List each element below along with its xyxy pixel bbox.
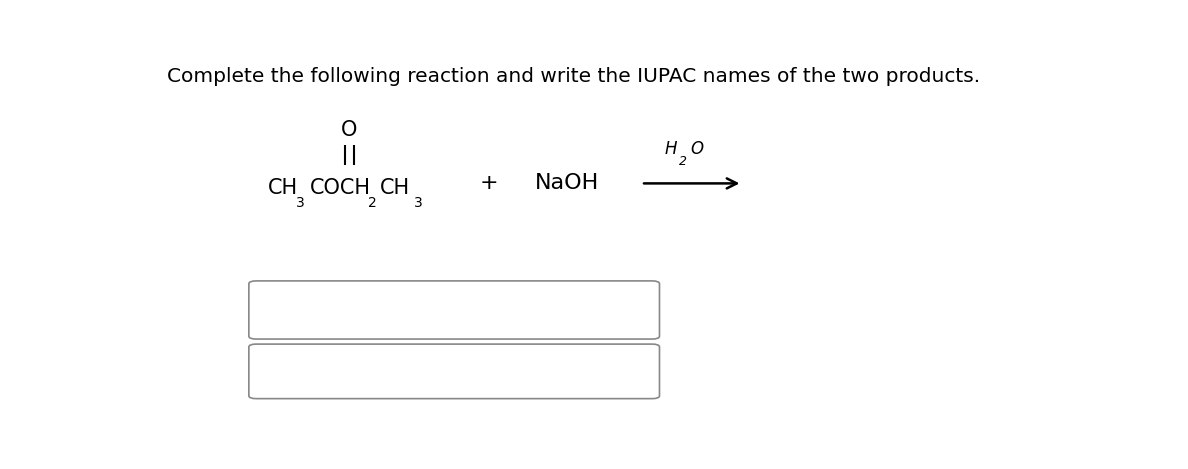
Text: 2: 2 — [367, 196, 377, 210]
Text: 3: 3 — [413, 196, 423, 210]
Text: CH: CH — [380, 177, 410, 197]
FancyBboxPatch shape — [248, 281, 659, 339]
Text: 2: 2 — [678, 155, 687, 167]
Text: NaOH: NaOH — [536, 173, 600, 193]
Text: O: O — [341, 121, 358, 140]
Text: O: O — [690, 140, 703, 158]
Text: CH: CH — [268, 177, 298, 197]
Text: 3: 3 — [296, 196, 304, 210]
Text: COCH: COCH — [310, 177, 371, 197]
Text: H: H — [664, 140, 677, 158]
Text: +: + — [480, 173, 499, 193]
FancyBboxPatch shape — [248, 344, 659, 399]
Text: Complete the following reaction and write the IUPAC names of the two products.: Complete the following reaction and writ… — [166, 67, 980, 86]
